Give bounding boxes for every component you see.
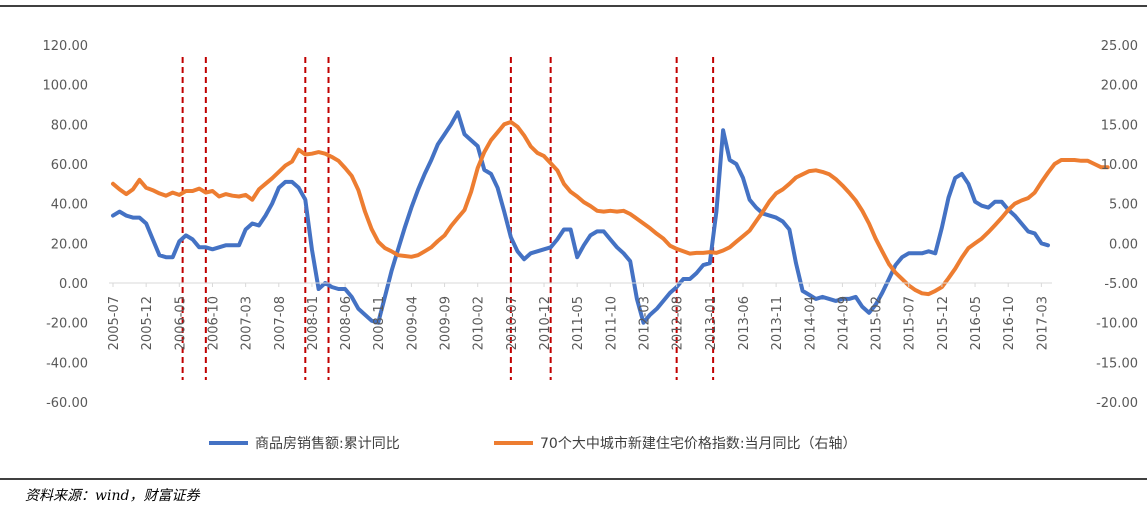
x-tick-label: 2006-05 — [173, 296, 188, 350]
x-tick-label: 2011-05 — [571, 296, 586, 350]
right-axis: 25.00 20.00 15.00 10.00 5.00 0.00 -5.00 -10.00 -… — [1096, 39, 1138, 411]
right-tick-label: 20.00 — [1101, 79, 1138, 94]
x-tick-label: 2008-06 — [339, 296, 354, 350]
left-tick-label: 0.00 — [59, 277, 88, 292]
x-tick-label: 2010-07 — [505, 296, 520, 350]
x-tick-label: 2015-12 — [936, 296, 951, 350]
x-tick-label: 2007-08 — [273, 296, 288, 350]
plot-area — [111, 57, 1110, 380]
x-tick-label: 2014-09 — [836, 296, 851, 350]
right-tick-label: 5.00 — [1109, 198, 1138, 213]
series-line-price — [111, 120, 1110, 297]
left-tick-label: 20.00 — [51, 237, 88, 252]
source-note: 资料来源：wind，财富证券 — [25, 488, 200, 504]
left-tick-label: 120.00 — [43, 39, 89, 54]
x-tick-label: 2012-08 — [671, 296, 686, 350]
right-tick-label: 0.00 — [1109, 237, 1138, 252]
x-tick-label: 2015-07 — [903, 296, 918, 350]
left-axis: 120.00 100.00 80.00 60.00 40.00 20.00 0.00 -20.… — [43, 39, 89, 411]
left-tick-label: 60.00 — [51, 158, 88, 173]
x-tick-label: 2005-07 — [107, 296, 122, 350]
legend-label-price: 70个大中城市新建住宅价格指数:当月同比（右轴） — [540, 435, 857, 452]
x-tick-label: 2010-02 — [472, 296, 487, 350]
x-axis: 2005-07 2005-12 2006-05 2006-10 2007-03 2007-… — [107, 282, 1052, 350]
right-tick-label: -10.00 — [1096, 317, 1138, 332]
x-tick-label: 2013-11 — [770, 296, 785, 350]
series-line-sales — [111, 110, 1050, 325]
legend-label-sales: 商品房销售额:累计同比 — [255, 436, 400, 452]
left-tick-label: -20.00 — [46, 317, 88, 332]
left-tick-label: 40.00 — [51, 198, 88, 213]
right-tick-label: 15.00 — [1101, 118, 1138, 133]
x-tick-label: 2009-09 — [439, 296, 454, 350]
x-tick-label: 2013-01 — [704, 296, 719, 350]
right-tick-label: -15.00 — [1096, 356, 1138, 371]
x-tick-label: 2008-11 — [372, 296, 387, 350]
x-tick-label: 2014-04 — [803, 296, 818, 350]
x-tick-label: 2017-03 — [1035, 296, 1050, 350]
x-tick-label: 2016-10 — [1002, 296, 1017, 350]
right-tick-label: 25.00 — [1101, 39, 1138, 54]
left-tick-label: -40.00 — [46, 356, 88, 371]
x-tick-label: 2006-10 — [206, 296, 221, 350]
legend: 商品房销售额:累计同比 70个大中城市新建住宅价格指数:当月同比（右轴） — [209, 435, 857, 452]
x-tick-label: 2008-01 — [306, 296, 321, 350]
x-tick-label: 2013-06 — [737, 296, 752, 350]
x-tick-label: 2012-03 — [637, 296, 652, 350]
left-tick-label: -60.00 — [46, 396, 88, 411]
left-tick-label: 100.00 — [43, 79, 89, 94]
right-tick-label: -20.00 — [1096, 396, 1138, 411]
x-tick-label: 2015-02 — [870, 296, 885, 350]
x-tick-label: 2010-12 — [538, 296, 553, 350]
left-tick-label: 80.00 — [51, 118, 88, 133]
right-tick-label: 10.00 — [1101, 158, 1138, 173]
x-tick-label: 2016-05 — [969, 296, 984, 350]
right-tick-label: -5.00 — [1104, 277, 1138, 292]
x-tick-label: 2007-03 — [240, 296, 255, 350]
x-tick-label: 2009-04 — [405, 296, 420, 350]
x-tick-label: 2005-12 — [140, 296, 155, 350]
x-tick-label: 2011-10 — [604, 296, 619, 350]
